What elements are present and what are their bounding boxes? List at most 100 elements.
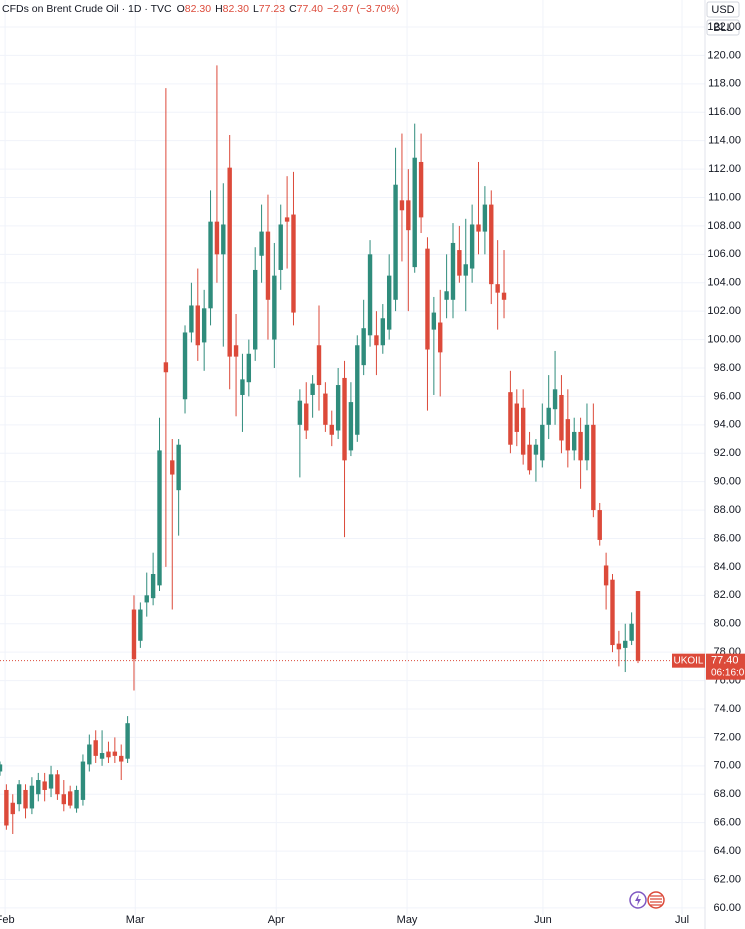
candle-body	[406, 200, 411, 231]
y-tick-label: 106.00	[707, 248, 741, 260]
candle-body	[233, 345, 239, 357]
candle-body	[342, 377, 347, 461]
y-tick-label: 100.00	[707, 333, 741, 345]
y-tick-label: 108.00	[707, 220, 741, 232]
y-tick-label: 90.00	[713, 476, 741, 488]
candle-body	[572, 431, 577, 451]
price-badge	[706, 653, 745, 680]
candle-body	[125, 723, 130, 759]
candle-body	[393, 184, 398, 300]
candle-body	[418, 161, 424, 218]
candle-body	[163, 362, 169, 373]
y-tick-label: 80.00	[713, 618, 741, 630]
candle-body	[170, 460, 175, 475]
y-tick-label: 112.00	[708, 163, 741, 175]
candle-body	[316, 345, 322, 386]
candle-body	[469, 224, 475, 269]
y-tick-label: 86.00	[713, 532, 741, 544]
candle-body	[463, 264, 468, 276]
candle-body	[310, 383, 315, 395]
candle-body	[119, 755, 124, 762]
candle-body	[55, 774, 60, 795]
y-tick-label: 114.00	[708, 135, 741, 147]
legend-part: 82.30	[185, 3, 211, 15]
y-tick-label: 110.00	[708, 191, 741, 203]
legend-part: L	[253, 3, 259, 15]
candle-body	[93, 740, 98, 756]
footer-icons	[629, 891, 665, 909]
candle-body	[578, 431, 583, 461]
y-tick-label: 94.00	[713, 419, 741, 431]
candle-body	[48, 774, 54, 789]
candle-body	[253, 269, 258, 350]
candle-body	[112, 751, 118, 756]
candle-body	[514, 403, 519, 432]
candle-body	[386, 275, 392, 330]
legend-part: 77.23	[259, 3, 285, 15]
candle-body	[527, 444, 532, 471]
candle-body	[74, 789, 79, 809]
symbol-badge	[672, 653, 705, 668]
x-tick-label: Mar	[126, 914, 145, 926]
y-tick-label: 98.00	[713, 362, 741, 374]
candle-body	[227, 167, 232, 357]
candle-body	[495, 284, 500, 293]
y-tick-label: 88.00	[713, 504, 741, 516]
legend-part: CFDs on Brent Crude Oil · 1D · TVC	[2, 3, 172, 15]
candle-body	[329, 424, 334, 435]
candle-body	[501, 292, 507, 300]
y-tick-label: 116.00	[708, 106, 741, 118]
legend-part: C	[289, 3, 297, 15]
y-tick-label: 118.00	[708, 78, 741, 90]
y-tick-label: 74.00	[713, 703, 741, 715]
x-tick-label: Jun	[534, 914, 552, 926]
y-tick-label: 72.00	[713, 731, 741, 743]
legend-part: O	[177, 3, 185, 15]
candle-body	[533, 444, 539, 455]
candle-body	[284, 217, 290, 222]
candle-body	[374, 335, 379, 346]
countdown-label: 06:16:0	[711, 667, 745, 678]
candle-body	[489, 204, 494, 285]
candle-body	[240, 379, 245, 395]
candle-body	[150, 574, 156, 599]
y-tick-label: 92.00	[713, 447, 741, 459]
candle-body	[584, 424, 590, 461]
y-tick-label: 68.00	[713, 788, 741, 800]
y-tick-label: 104.00	[707, 277, 741, 289]
candle-body	[67, 791, 73, 806]
candle-body	[546, 407, 551, 425]
candle-body	[144, 595, 149, 603]
x-tick-label: Jul	[675, 914, 689, 926]
candle-body	[597, 510, 602, 540]
y-tick-label: 70.00	[713, 760, 741, 772]
candle-body	[201, 308, 207, 343]
candle-body	[291, 214, 296, 313]
candle-body	[246, 353, 252, 383]
candle-body	[221, 224, 226, 255]
candle-body	[431, 312, 437, 330]
candle-body	[591, 424, 596, 511]
candle-body	[0, 764, 3, 772]
unit[interactable]: BLL	[713, 22, 733, 34]
candle-body	[412, 157, 417, 268]
candle-body	[208, 221, 213, 309]
candle-body	[520, 407, 526, 455]
candle-body	[559, 394, 564, 441]
legend-part: H	[215, 3, 223, 15]
candle-body	[29, 785, 35, 809]
candle-body	[99, 753, 105, 759]
currency[interactable]: USD	[711, 4, 734, 16]
y-tick-label: 66.00	[713, 817, 741, 829]
candle-body	[195, 305, 200, 346]
currency-box[interactable]	[706, 1, 740, 18]
y-tick-label: 84.00	[713, 561, 741, 573]
candle-body	[540, 424, 545, 461]
candle-body	[552, 389, 558, 410]
price-label: 77.40	[711, 655, 739, 667]
candle-body	[635, 591, 641, 661]
legend-part: 82.30	[223, 3, 249, 15]
candle-body	[106, 751, 111, 758]
unit-box[interactable]	[706, 19, 740, 36]
